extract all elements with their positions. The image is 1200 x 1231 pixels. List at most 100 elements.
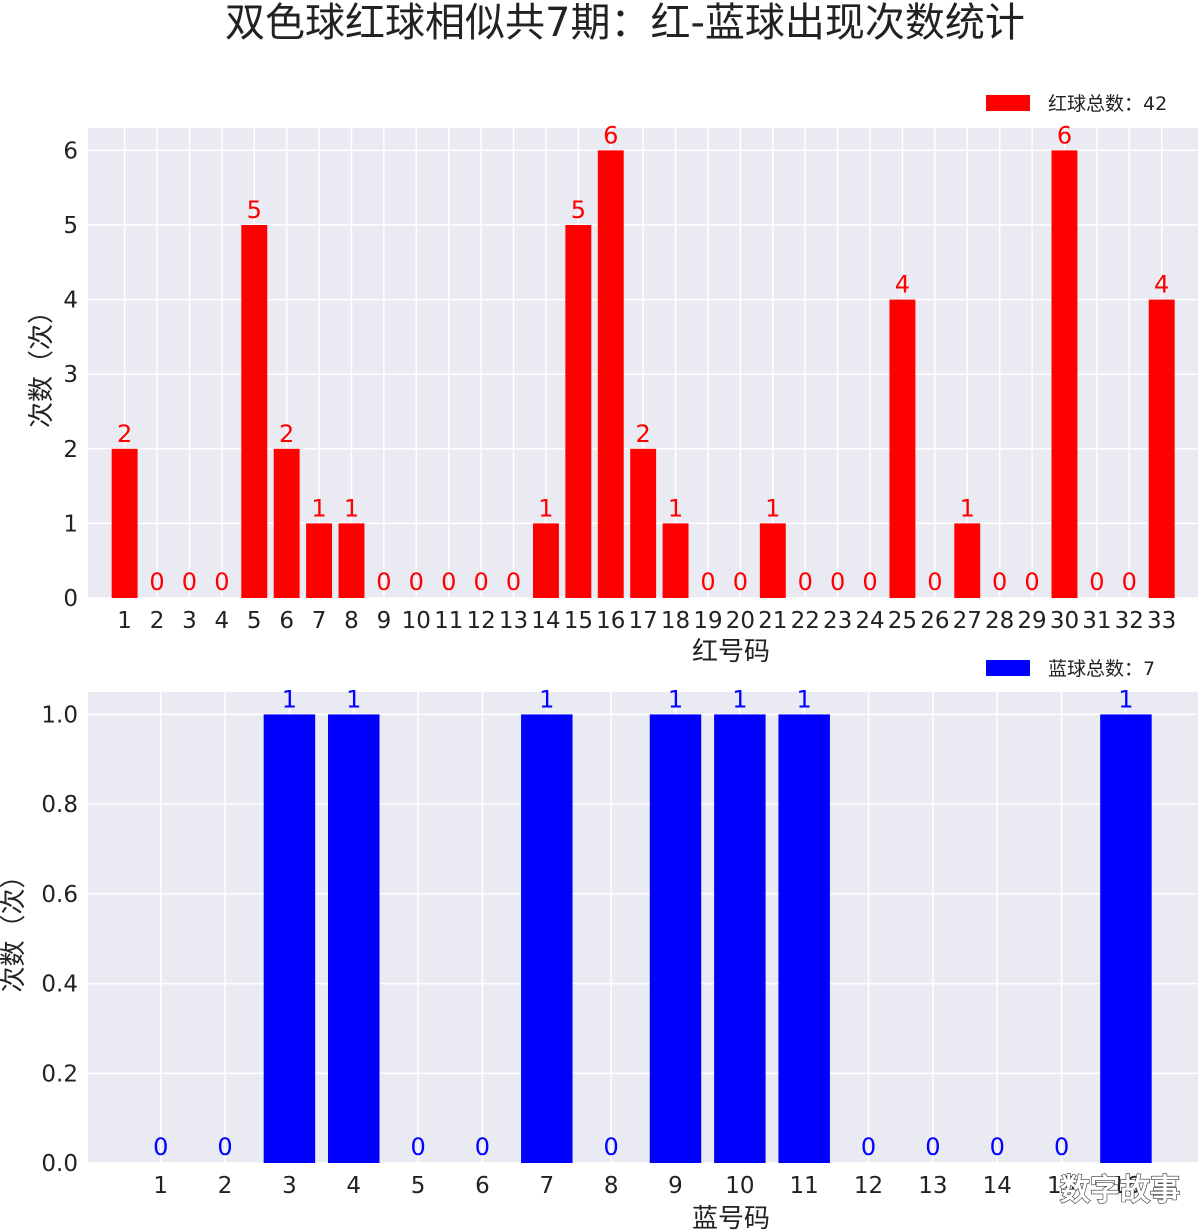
bar-9: [649, 714, 702, 1163]
x-tick-label: 10: [402, 608, 431, 634]
bar-25: [889, 299, 916, 598]
x-tick-label: 8: [344, 608, 359, 634]
x-tick-label: 12: [466, 608, 495, 634]
x-tick-label: 21: [758, 608, 787, 634]
value-label-4: 1: [346, 685, 361, 713]
bar-17: [630, 448, 657, 598]
y-tick-label: 0.2: [41, 1061, 78, 1087]
bar-30: [1051, 150, 1078, 598]
value-label-8: 1: [344, 494, 359, 522]
x-tick-label: 14: [531, 608, 560, 634]
value-label-28: 0: [992, 568, 1007, 596]
bar-21: [759, 523, 786, 598]
bar-14: [532, 523, 559, 598]
value-label-2: 0: [217, 1133, 232, 1161]
value-label-21: 1: [765, 494, 780, 522]
bar-11: [778, 714, 830, 1163]
value-label-6: 0: [475, 1133, 490, 1161]
y-tick-label: 4: [63, 288, 78, 314]
value-label-3: 0: [182, 568, 197, 596]
chart-title: 双色球红球相似共7期：红-蓝球出现次数统计: [225, 0, 1025, 46]
x-tick-label: 23: [823, 608, 852, 634]
bar-15: [565, 224, 592, 598]
watermark: 数字故事: [1060, 1173, 1180, 1208]
value-label-22: 0: [798, 568, 813, 596]
value-label-6: 2: [279, 420, 294, 448]
bar-1: [111, 448, 138, 598]
x-tick-label: 28: [985, 608, 1014, 634]
value-label-23: 0: [830, 568, 845, 596]
value-label-17: 2: [636, 420, 651, 448]
legend-label: 红球总数：42: [1048, 93, 1167, 115]
value-label-25: 4: [895, 271, 910, 299]
x-tick-label: 30: [1050, 608, 1079, 634]
value-label-30: 6: [1057, 121, 1072, 149]
x-tick-label: 33: [1147, 608, 1176, 634]
y-tick-label: 3: [63, 362, 78, 388]
value-label-15: 5: [571, 196, 586, 224]
value-label-9: 1: [668, 685, 683, 713]
x-tick-label: 1: [117, 608, 132, 634]
y-tick-label: 6: [63, 138, 78, 164]
legend-label: 蓝球总数：7: [1048, 658, 1155, 680]
x-tick-label: 17: [629, 608, 658, 634]
value-label-5: 5: [247, 196, 262, 224]
bar-16: [1100, 714, 1152, 1163]
x-tick-label: 25: [888, 608, 917, 634]
x-tick-label: 14: [983, 1173, 1012, 1199]
blue-ball-chart: 0.00.20.40.60.81.00102131405061708191101…: [0, 658, 1198, 1231]
x-tick-label: 3: [282, 1173, 297, 1199]
value-label-1: 2: [117, 420, 132, 448]
x-tick-label: 2: [150, 608, 165, 634]
value-label-10: 1: [732, 685, 747, 713]
y-axis-label: 次数（次）: [27, 298, 57, 428]
x-tick-label: 7: [312, 608, 327, 634]
value-label-14: 1: [538, 494, 553, 522]
value-label-9: 0: [376, 568, 391, 596]
x-tick-label: 5: [411, 1173, 426, 1199]
x-tick-label: 13: [499, 608, 528, 634]
x-tick-label: 10: [725, 1173, 754, 1199]
x-tick-label: 20: [726, 608, 755, 634]
bar-5: [241, 224, 268, 598]
bar-33: [1148, 299, 1175, 598]
legend-swatch: [986, 660, 1030, 676]
value-label-7: 1: [539, 685, 554, 713]
bar-7: [521, 714, 573, 1163]
x-tick-label: 19: [693, 608, 722, 634]
x-tick-label: 12: [854, 1173, 883, 1199]
x-tick-label: 24: [855, 608, 884, 634]
x-tick-label: 5: [247, 608, 262, 634]
bar-7: [306, 523, 333, 598]
x-tick-label: 11: [790, 1173, 819, 1199]
x-tick-label: 16: [596, 608, 625, 634]
y-tick-label: 1: [63, 511, 78, 537]
bar-6: [273, 448, 300, 598]
value-label-3: 1: [282, 685, 297, 713]
bar-8: [338, 523, 365, 598]
x-tick-label: 6: [279, 608, 294, 634]
value-label-20: 0: [733, 568, 748, 596]
x-tick-label: 3: [182, 608, 197, 634]
x-tick-label: 1: [153, 1173, 168, 1199]
x-tick-label: 7: [539, 1173, 554, 1199]
value-label-7: 1: [311, 494, 326, 522]
value-label-8: 0: [604, 1133, 619, 1161]
value-label-5: 0: [410, 1133, 425, 1161]
value-label-4: 0: [214, 568, 229, 596]
value-label-16: 1: [1118, 685, 1133, 713]
x-tick-label: 16: [1111, 1173, 1140, 1199]
x-tick-label: 32: [1115, 608, 1144, 634]
plot-area: [88, 692, 1198, 1163]
value-label-16: 6: [603, 121, 618, 149]
value-label-11: 0: [441, 568, 456, 596]
bar-10: [714, 714, 766, 1163]
y-tick-label: 2: [63, 437, 78, 463]
y-tick-label: 1.0: [41, 702, 78, 728]
value-label-31: 0: [1089, 568, 1104, 596]
value-label-10: 0: [409, 568, 424, 596]
bar-18: [662, 523, 689, 598]
y-tick-label: 5: [63, 213, 78, 239]
y-tick-label: 0.4: [41, 972, 78, 998]
